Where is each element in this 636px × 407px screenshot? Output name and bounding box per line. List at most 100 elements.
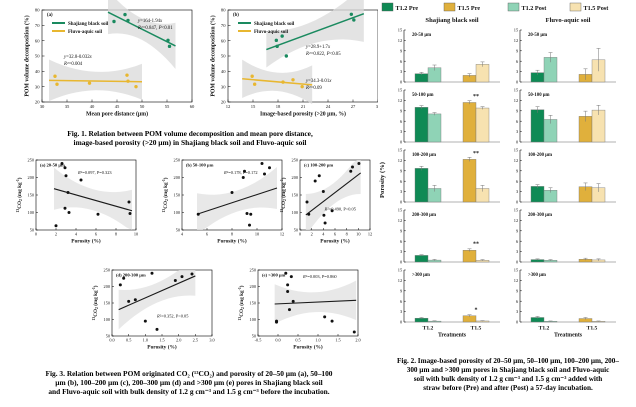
x-tick: 1.0 (143, 338, 148, 343)
y-tick: 0 (516, 200, 519, 205)
data-point (122, 276, 126, 280)
fig3-panel-b: 4 6 8 10 12 50 100 150 200 250 Porosity (%) 13CO2 (… (162, 158, 284, 245)
y-tick: 250 (104, 268, 110, 273)
y-tick: 3 (400, 69, 403, 74)
y-tick: 6 (516, 299, 519, 304)
data-point (134, 84, 138, 89)
y-axis-label: POM volume decomposition (%) (24, 15, 31, 96)
data-point (112, 19, 116, 24)
y-tick: 12 (398, 218, 402, 223)
data-point (190, 272, 194, 276)
panel-size-label: >300 µm (412, 273, 430, 278)
data-point (173, 279, 177, 283)
x-axis-label: Treatments (554, 333, 583, 339)
x-tick: T1.2 (539, 326, 550, 332)
data-point (357, 162, 361, 165)
y-tick: 12 (398, 158, 402, 163)
y-tick: 150 (292, 193, 298, 198)
x-tick: 10 (356, 232, 360, 237)
y-tick: 0 (516, 140, 519, 145)
data-point (349, 169, 353, 173)
bar (475, 107, 490, 143)
data-point (284, 271, 288, 275)
data-point (166, 38, 170, 43)
y-tick: 3 (516, 129, 519, 134)
bar (414, 168, 429, 203)
x-tick: 12 (226, 104, 231, 109)
data-point (63, 166, 67, 170)
y-tick: 9 (516, 48, 519, 53)
data-point (249, 212, 253, 216)
y-tick: 3 (400, 189, 403, 194)
y-tick: 6 (400, 59, 403, 64)
bar (414, 107, 429, 143)
y-tick: 30 (221, 84, 226, 89)
data-point (196, 212, 200, 216)
bar (530, 109, 545, 143)
x-tick: 35 (65, 104, 70, 109)
data-point (250, 74, 254, 78)
regression-line (274, 299, 357, 305)
y-tick: 12 (514, 278, 518, 283)
significance-marker: ** (473, 242, 479, 248)
data-point (330, 209, 334, 213)
data-point (289, 275, 293, 279)
data-point (280, 34, 284, 38)
data-point (125, 73, 129, 77)
data-point (307, 212, 311, 216)
y-tick: 12 (398, 38, 402, 43)
data-point (330, 319, 334, 323)
y-tick: 150 (174, 193, 180, 198)
x-tick: 0 (35, 232, 37, 237)
x-tick: 1.5 (159, 338, 164, 343)
confidence-band (197, 167, 277, 230)
data-point (291, 78, 295, 82)
panel-stat: R2=0.003, P=0.860 (302, 274, 337, 280)
regression-line (242, 78, 313, 86)
fig2-panel-1-1: 0 3 6 9 12 15 50-100 µm (514, 88, 616, 145)
y-tick: 150 (28, 193, 34, 198)
y-tick: 80 (221, 8, 226, 13)
data-point (284, 54, 289, 58)
data-point (167, 44, 172, 49)
y-tick: 3 (400, 309, 403, 314)
data-point (275, 44, 279, 49)
data-point (123, 12, 127, 17)
x-tick: 2 (311, 232, 313, 237)
x-tick: 4 (322, 232, 325, 237)
y-tick: 80 (35, 8, 40, 13)
x-tick: 6 (206, 232, 209, 237)
y-tick: 0 (400, 260, 403, 265)
y-tick: 70 (221, 23, 226, 28)
y-tick: 12 (514, 158, 518, 163)
confidence-band (266, 0, 364, 68)
data-point (300, 84, 304, 89)
y-tick: 6 (400, 179, 403, 184)
figure-2-caption: Fig. 2. Image-based porosity of 20–50 µm… (397, 357, 619, 392)
y-tick: 250 (250, 268, 256, 273)
panel-tag: (c) 100-200 µm (304, 163, 333, 168)
y-tick: 3 (516, 249, 519, 254)
y-tick: 9 (516, 168, 519, 173)
y-tick: 40 (35, 69, 40, 74)
data-point (352, 330, 356, 334)
legend-label: T1.5 Post (584, 5, 610, 12)
data-point (127, 200, 131, 204)
y-tick: 6 (516, 119, 519, 124)
y-tick: 200 (292, 175, 298, 180)
regression-line (196, 187, 278, 215)
y-tick: 70 (35, 23, 40, 28)
y-tick: 15 (514, 268, 519, 273)
y-tick: 250 (28, 158, 34, 163)
data-point (248, 223, 251, 227)
data-point (143, 319, 147, 323)
legend-swatch (507, 2, 520, 12)
y-tick: 12 (398, 278, 402, 283)
y-tick: 50 (294, 228, 298, 233)
data-point (305, 200, 309, 204)
x-axis-label: Mean pore distance (µm) (86, 111, 148, 118)
data-point (155, 327, 159, 331)
y-tick: 15 (398, 268, 403, 273)
regression-line (107, 11, 176, 47)
x-tick: 45 (115, 104, 120, 109)
